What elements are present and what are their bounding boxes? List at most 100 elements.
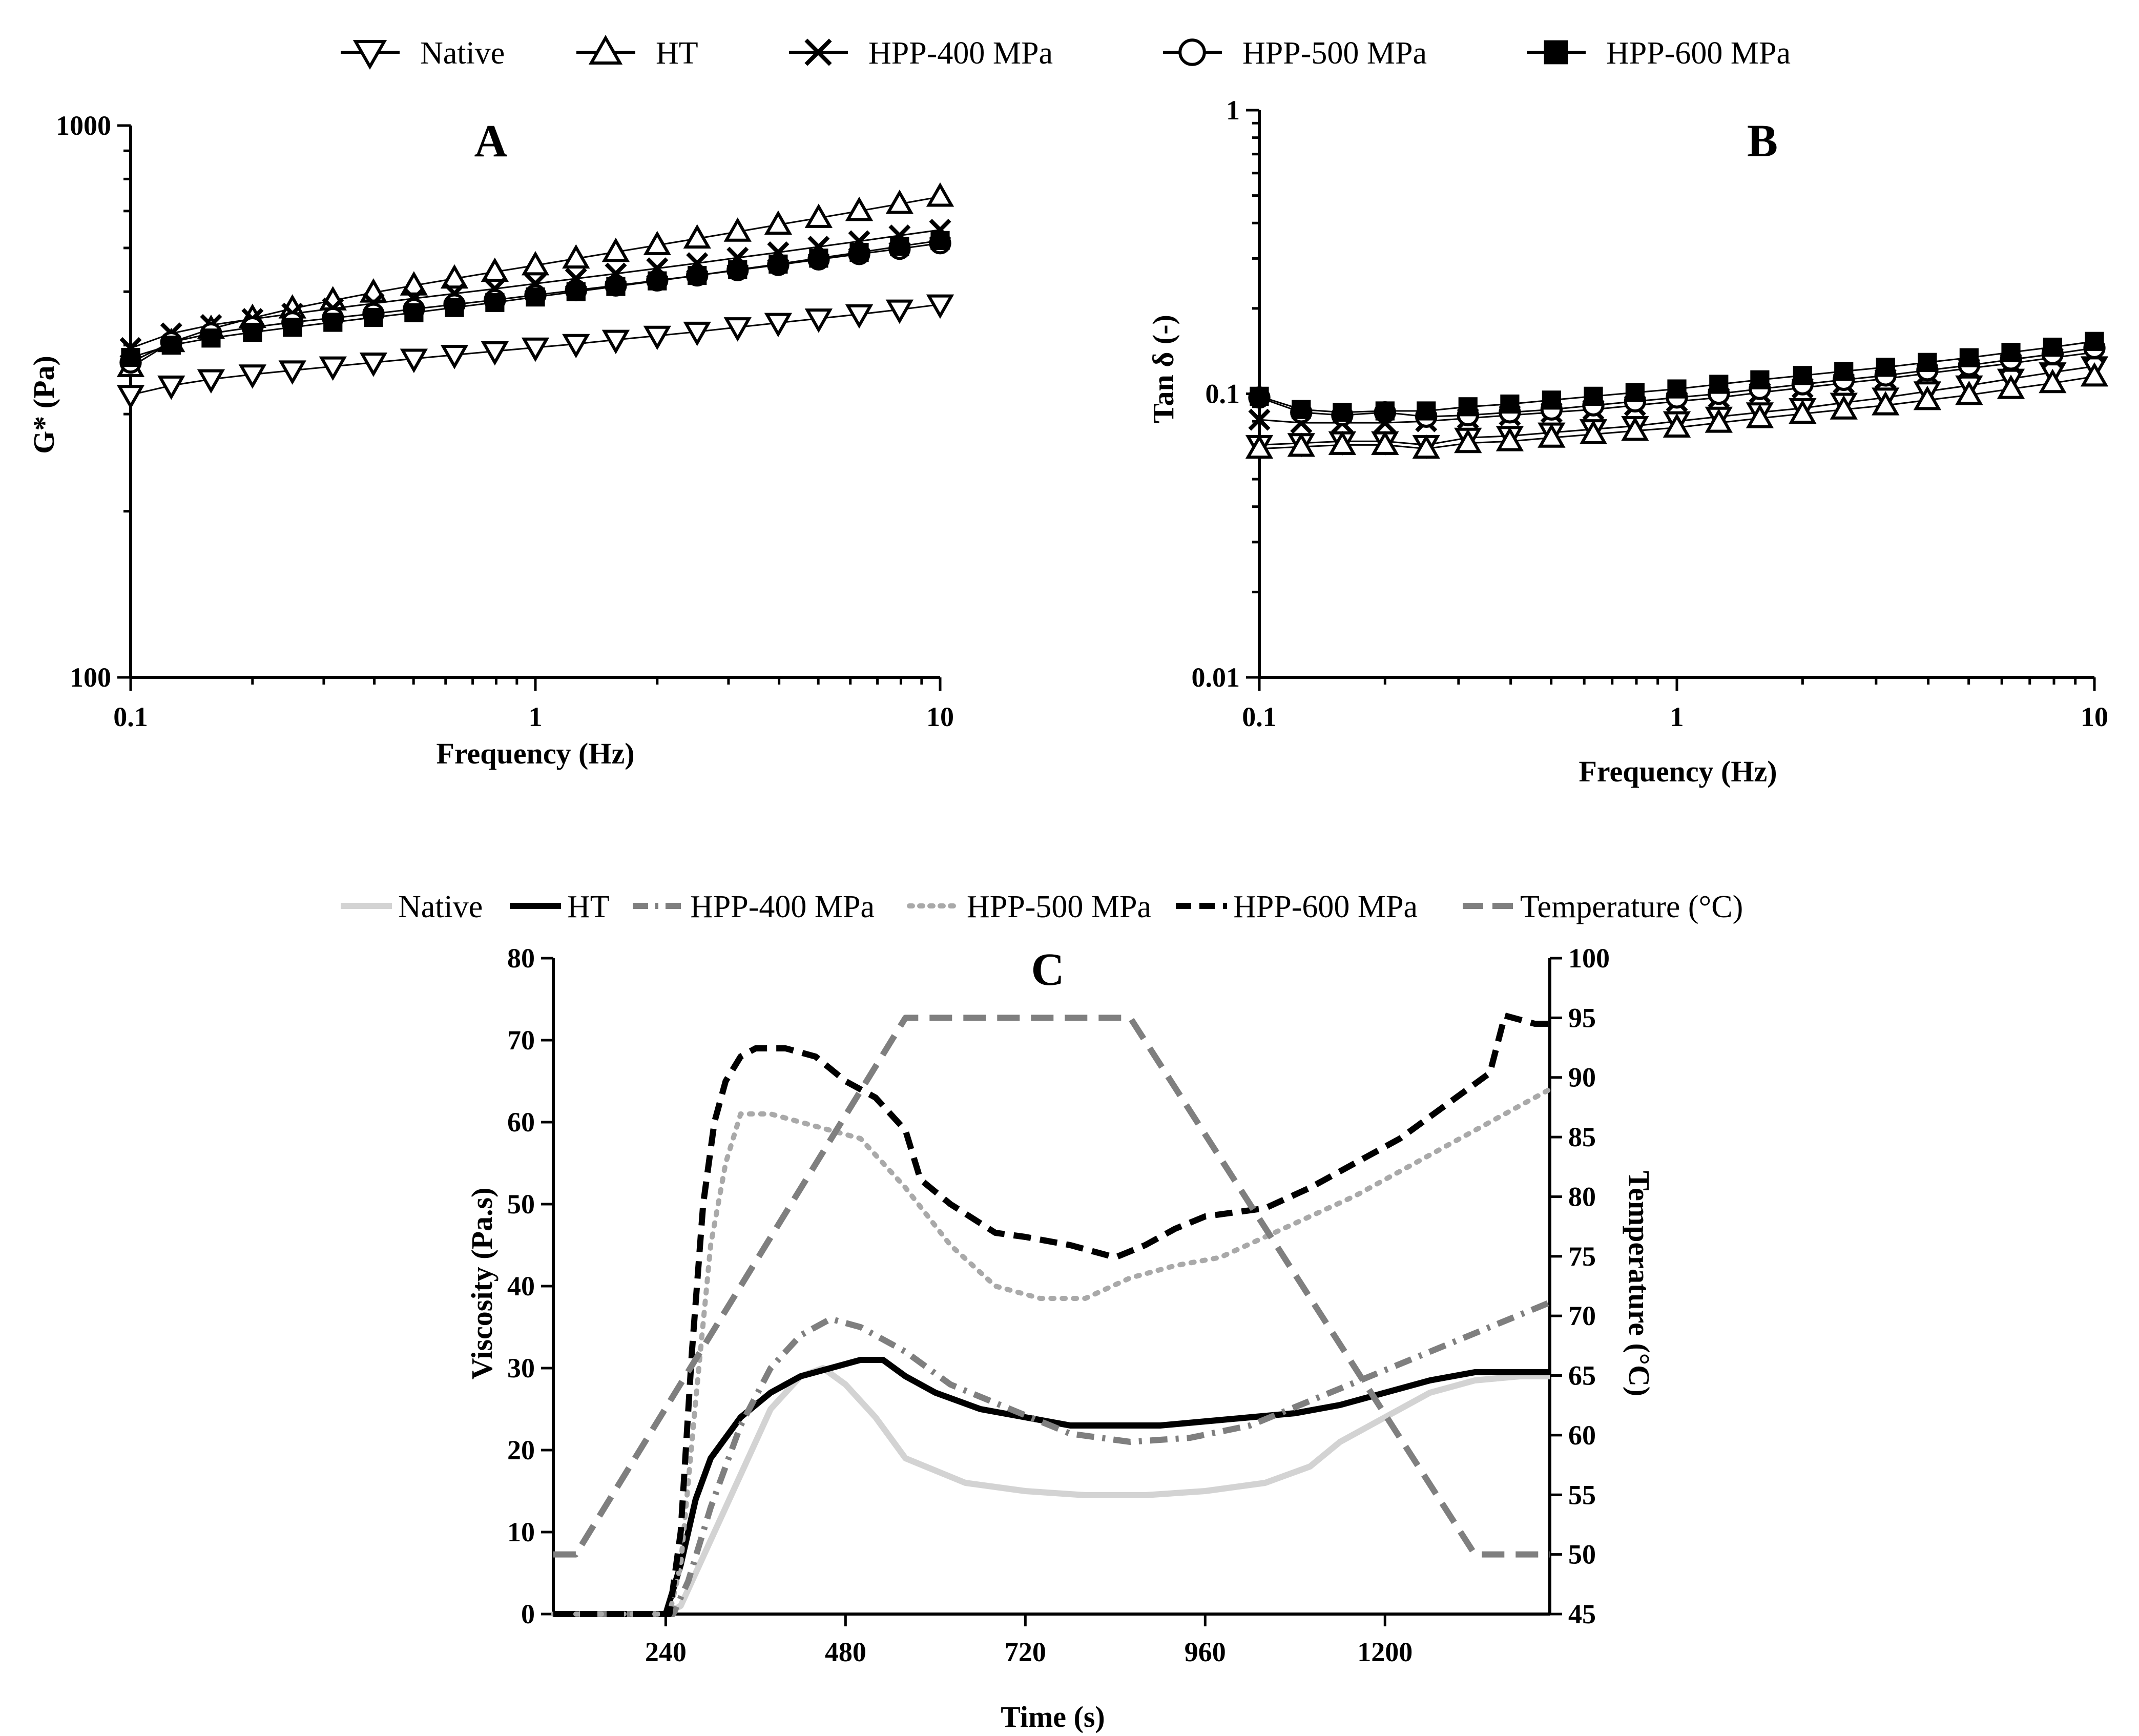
legend-c-temperature-c-label: Temperature (°C): [1520, 890, 1743, 924]
panel-b-series-hpp-600-mpa-point: [1333, 403, 1352, 422]
panel-c-y2-tick-label: 75: [1568, 1241, 1596, 1272]
panel-b-series-ht-point: [1621, 416, 1649, 441]
legend-top-hpp-600-mpa-label: HPP-600 MPa: [1606, 36, 1791, 71]
panel-a-series-ht-point: [601, 237, 630, 262]
panel-a-series-native-point: [440, 345, 469, 369]
panel-c-y2-tick-label: 95: [1568, 1002, 1596, 1033]
panel-b-series-ht-point: [1913, 385, 1942, 410]
panel-a-series-hpp-600-mpa-point: [243, 322, 262, 342]
panel-a-series-native-point: [197, 369, 225, 394]
panel-b-series-hpp-600-mpa-point: [2043, 337, 2062, 357]
panel-b-series-ht-point: [1997, 375, 2025, 399]
legend-top-hpp-600-mpa-marker: [1544, 40, 1568, 65]
panel-b-series-hpp-600-mpa-point: [1458, 397, 1478, 417]
panel-c-y-tick-label: 70: [507, 1025, 535, 1056]
panel-a-series-hpp-600-mpa-point: [849, 242, 869, 262]
panel-b-series-hpp-600-mpa-point: [1918, 353, 1937, 372]
panel-c-y-tick-label: 30: [507, 1353, 535, 1383]
panel-a-series-native-point: [238, 364, 266, 389]
panel-a-series-hpp-600-mpa-point: [648, 271, 667, 291]
panel-b-series-hpp-600-mpa-point: [1959, 348, 1979, 367]
panel-b-series-hpp-600-mpa-point: [1625, 383, 1645, 402]
panel-a-series-native-point: [764, 313, 793, 338]
panel-b-series-ht-point: [1789, 399, 1817, 424]
legend-c-ht-label: HT: [567, 890, 610, 924]
panel-c-ylabel: Viscosity (Pa.s): [465, 1188, 499, 1380]
legend-top-hpp-500-mpa-label: HPP-500 MPa: [1242, 36, 1427, 71]
panel-c-y-tick-label: 40: [507, 1271, 535, 1301]
panel-a-series-native-point: [157, 375, 185, 400]
panel-a-series-hpp-600-mpa-point: [121, 347, 140, 367]
panel-a-title: A: [474, 116, 508, 167]
panel-b-y-tick-label: 0.01: [1192, 662, 1240, 693]
panel-a-series-ht-point: [683, 224, 711, 249]
panel-c-title: C: [1031, 944, 1065, 995]
panel-c-y2-tick-label: 50: [1568, 1539, 1596, 1570]
panel-a-series-native-point: [481, 341, 509, 366]
panel-a-series-native-point: [723, 317, 752, 342]
panel-b-series-hpp-600-mpa-point: [2001, 343, 2021, 362]
panel-b-series-hpp-400-mpa-point: [1248, 408, 1271, 431]
panel-c-y-tick-label: 80: [507, 943, 535, 974]
panel-c-x-tick-label: 720: [1005, 1637, 1046, 1667]
panel-b-series-ht-point: [1538, 423, 1566, 448]
panel-a-series-native-point: [845, 304, 874, 329]
panel-a-series-hpp-600-mpa-point: [283, 318, 302, 337]
panel-a-series-ht-point: [926, 182, 954, 207]
panel-a-series-ht-point: [400, 271, 428, 296]
panel-b-series-ht-point: [1746, 404, 1774, 428]
panel-c-series-hpp-600-mpa: [553, 1012, 1550, 1617]
panel-b-series-ht-point: [1872, 391, 1900, 416]
panel-a-y-tick-label: 1000: [56, 110, 111, 141]
panel-a-series-ht-point: [845, 196, 874, 221]
panel-a-series-native-point: [885, 299, 914, 324]
panel-c-y2-tick-label: 55: [1568, 1479, 1596, 1510]
panel-a-series-ht-point: [885, 189, 914, 214]
panel-b-series-ht-point: [1830, 395, 1858, 420]
panel-a-series-hpp-600-mpa-point: [526, 287, 545, 307]
panel-b-series-hpp-600-mpa-point: [1750, 370, 1770, 389]
panel-a-series-ht-point: [643, 231, 671, 256]
panel-a-series-native-point: [278, 360, 306, 385]
panel-a-series-ht-point: [723, 217, 752, 242]
panel-a-series-native-point: [359, 353, 388, 377]
panel-b-series-hpp-600-mpa-point: [1834, 362, 1854, 381]
panel-c-x-tick-label: 240: [645, 1637, 687, 1667]
panel-a-series-hpp-600-mpa-point: [566, 282, 586, 301]
panel-c-y2-tick-label: 45: [1568, 1599, 1596, 1629]
legend-top-hpp-400-mpa-marker: [804, 38, 832, 66]
panel-a-series-hpp-600-mpa-point: [728, 260, 747, 279]
panel-a-y-tick-label: 100: [70, 662, 111, 693]
panel-b-series-hpp-600-mpa-point: [1667, 379, 1687, 399]
panel-a-series-ht-point: [764, 210, 793, 235]
panel-a-series-native-point: [562, 334, 590, 359]
panel-b: B Frequency (Hz) Tan δ (-) 0.1 1 100.010.1…: [1147, 95, 2109, 788]
legend-c-hpp-600-mpa-label: HPP-600 MPa: [1233, 890, 1418, 924]
panel-c-y-tick-label: 10: [507, 1517, 535, 1547]
legend-c: Native HT HPP-400 MPa HPP-500 MPa HPP-600 MP…: [341, 890, 1743, 924]
panel-c-y2-tick-label: 85: [1568, 1122, 1596, 1152]
panel-c-y-tick-label: 0: [521, 1599, 535, 1629]
panel-c-y2-tick-label: 60: [1568, 1420, 1596, 1451]
legend-top: Native HT HPP-400 MPa HPP-500 MPa HPP-600 MP…: [341, 34, 1791, 71]
panel-c-y-tick-label: 20: [507, 1435, 535, 1465]
panel-b-series-ht-point: [1245, 434, 1274, 459]
panel-b-series-ht-point: [2080, 362, 2109, 387]
panel-b-y-tick-label: 1: [1226, 95, 1240, 126]
panel-a-series-hpp-600-mpa-point: [769, 254, 788, 274]
legend-top-native-label: Native: [420, 36, 505, 71]
legend-top-native-marker: [352, 40, 387, 70]
panel-c-y2-tick-label: 90: [1568, 1062, 1596, 1093]
panel-b-series-hpp-600-mpa-point: [1250, 386, 1269, 406]
panel-b-series-hpp-600-mpa-point: [1500, 394, 1520, 414]
panel-c-series-temperature-c: [553, 1015, 1550, 1558]
panel-a-xlabel: Frequency (Hz): [436, 737, 634, 770]
panel-b-series-hpp-600-mpa-point: [1375, 401, 1395, 421]
legend-c-hpp-500-mpa-label: HPP-500 MPa: [967, 890, 1151, 924]
panel-c-y2-tick-label: 100: [1568, 943, 1610, 974]
panel-a-x-tick-label: 0.1: [113, 701, 148, 732]
panel-b-x-tick-label: 1: [1670, 701, 1684, 732]
panel-c-series-hpp-400-mpa: [553, 1299, 1551, 1617]
panel-a-series-hpp-600-mpa-point: [404, 303, 424, 322]
